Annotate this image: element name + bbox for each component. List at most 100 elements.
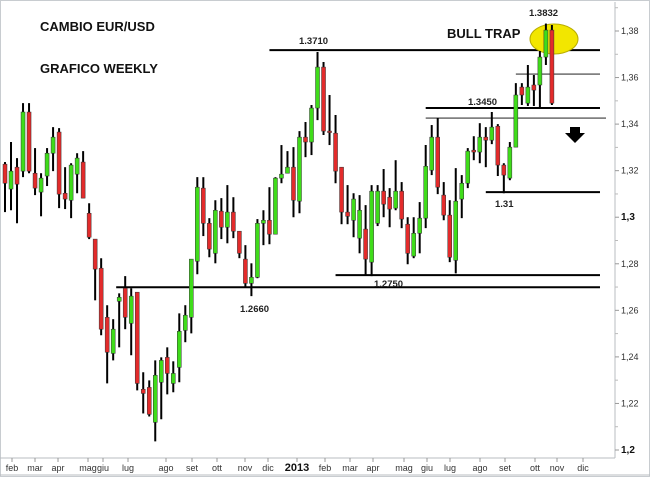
candle-body (74, 157, 80, 175)
candle-body (399, 190, 404, 220)
candle (231, 197, 236, 239)
candle-body (56, 131, 62, 195)
candle (80, 151, 86, 199)
candle (525, 64, 531, 106)
candle-body (345, 211, 350, 217)
candle (8, 142, 14, 211)
candle-body (177, 331, 182, 368)
high-label: 1.3832 (529, 8, 558, 19)
candle-body (26, 111, 32, 172)
candle (495, 124, 501, 177)
candle-body (134, 291, 140, 384)
candle (381, 169, 386, 218)
down-arrow-icon (565, 127, 585, 143)
candle (159, 357, 164, 420)
y-tick-label: 1,28 (621, 259, 639, 269)
candle-body (44, 152, 50, 177)
candle (453, 168, 458, 274)
candle-body (513, 94, 519, 148)
candle (219, 198, 224, 240)
candle-body (153, 375, 158, 423)
candle (153, 360, 158, 442)
candle-body (483, 136, 489, 141)
candle (351, 193, 356, 238)
candle (116, 293, 122, 348)
x-tick-label: ott (212, 463, 223, 473)
candle (327, 95, 332, 146)
y-tick-label: 1,3 (621, 212, 635, 223)
candle-body (104, 317, 110, 353)
candle-body (519, 86, 525, 96)
candle-body (309, 107, 314, 143)
candle-body (122, 287, 128, 318)
candle-body (8, 170, 14, 190)
bull-trap-label: BULL TRAP (447, 26, 521, 41)
candle (213, 200, 218, 264)
candle-body (68, 164, 74, 201)
y-tick-label: 1,32 (621, 166, 639, 176)
candle (86, 203, 92, 240)
y-tick-label: 1,36 (621, 73, 639, 83)
candle (411, 217, 416, 259)
candle-body (50, 136, 56, 154)
candle (243, 245, 248, 288)
candle (44, 148, 50, 187)
y-tick-label: 1,38 (621, 26, 639, 36)
candle-body (549, 29, 555, 104)
candle (134, 291, 140, 391)
y-axis: 1,38 1,36 1,34 1,32 1,3 1,28 1,26 1,24 1,22 1,2 (615, 7, 639, 456)
candle (459, 175, 465, 219)
candle (519, 83, 525, 106)
candle-body (441, 194, 446, 216)
candle-body (261, 219, 266, 224)
x-tick-label: giu (421, 463, 433, 473)
candle-body (363, 228, 368, 260)
candle (465, 148, 471, 189)
candle (38, 173, 44, 217)
candle-body (303, 136, 308, 143)
candle-body (429, 136, 434, 171)
candle-body (171, 373, 176, 384)
candle-body (405, 223, 410, 254)
candle-body (471, 149, 477, 153)
y-tick-label: 1,2 (621, 445, 635, 456)
candle (285, 151, 290, 174)
candle-body (375, 190, 380, 224)
candle (207, 218, 212, 258)
candle-body (14, 166, 20, 185)
candle-body (86, 213, 92, 238)
candle (2, 162, 8, 213)
candle-body (201, 187, 206, 224)
candle-body (207, 223, 212, 250)
candle-body (447, 214, 452, 258)
x-tick-label: set (186, 463, 199, 473)
candle (267, 187, 272, 245)
candle (315, 51, 320, 121)
candle (489, 112, 495, 145)
candle-body (423, 165, 428, 219)
candle-body (435, 136, 440, 188)
candle (110, 319, 116, 361)
y-tick-label: 1,24 (621, 352, 639, 362)
candle-body (327, 130, 332, 133)
candle-body (357, 209, 362, 239)
candle (237, 230, 242, 259)
candle-body (537, 56, 543, 86)
candle (321, 61, 326, 136)
candle (429, 125, 434, 176)
candle-body (20, 111, 26, 172)
candle-body (213, 209, 218, 254)
candle (333, 115, 338, 184)
candle (177, 313, 182, 383)
candle-body (62, 192, 68, 200)
candle (279, 145, 284, 184)
candle-body (297, 136, 302, 202)
candle (273, 177, 278, 235)
x-tick-label: lug (444, 463, 456, 473)
x-tick-label: nov (238, 463, 253, 473)
candle (339, 166, 344, 225)
candle (393, 160, 398, 211)
candle-body (110, 328, 116, 354)
candle (345, 185, 350, 225)
candle-body (525, 86, 531, 104)
